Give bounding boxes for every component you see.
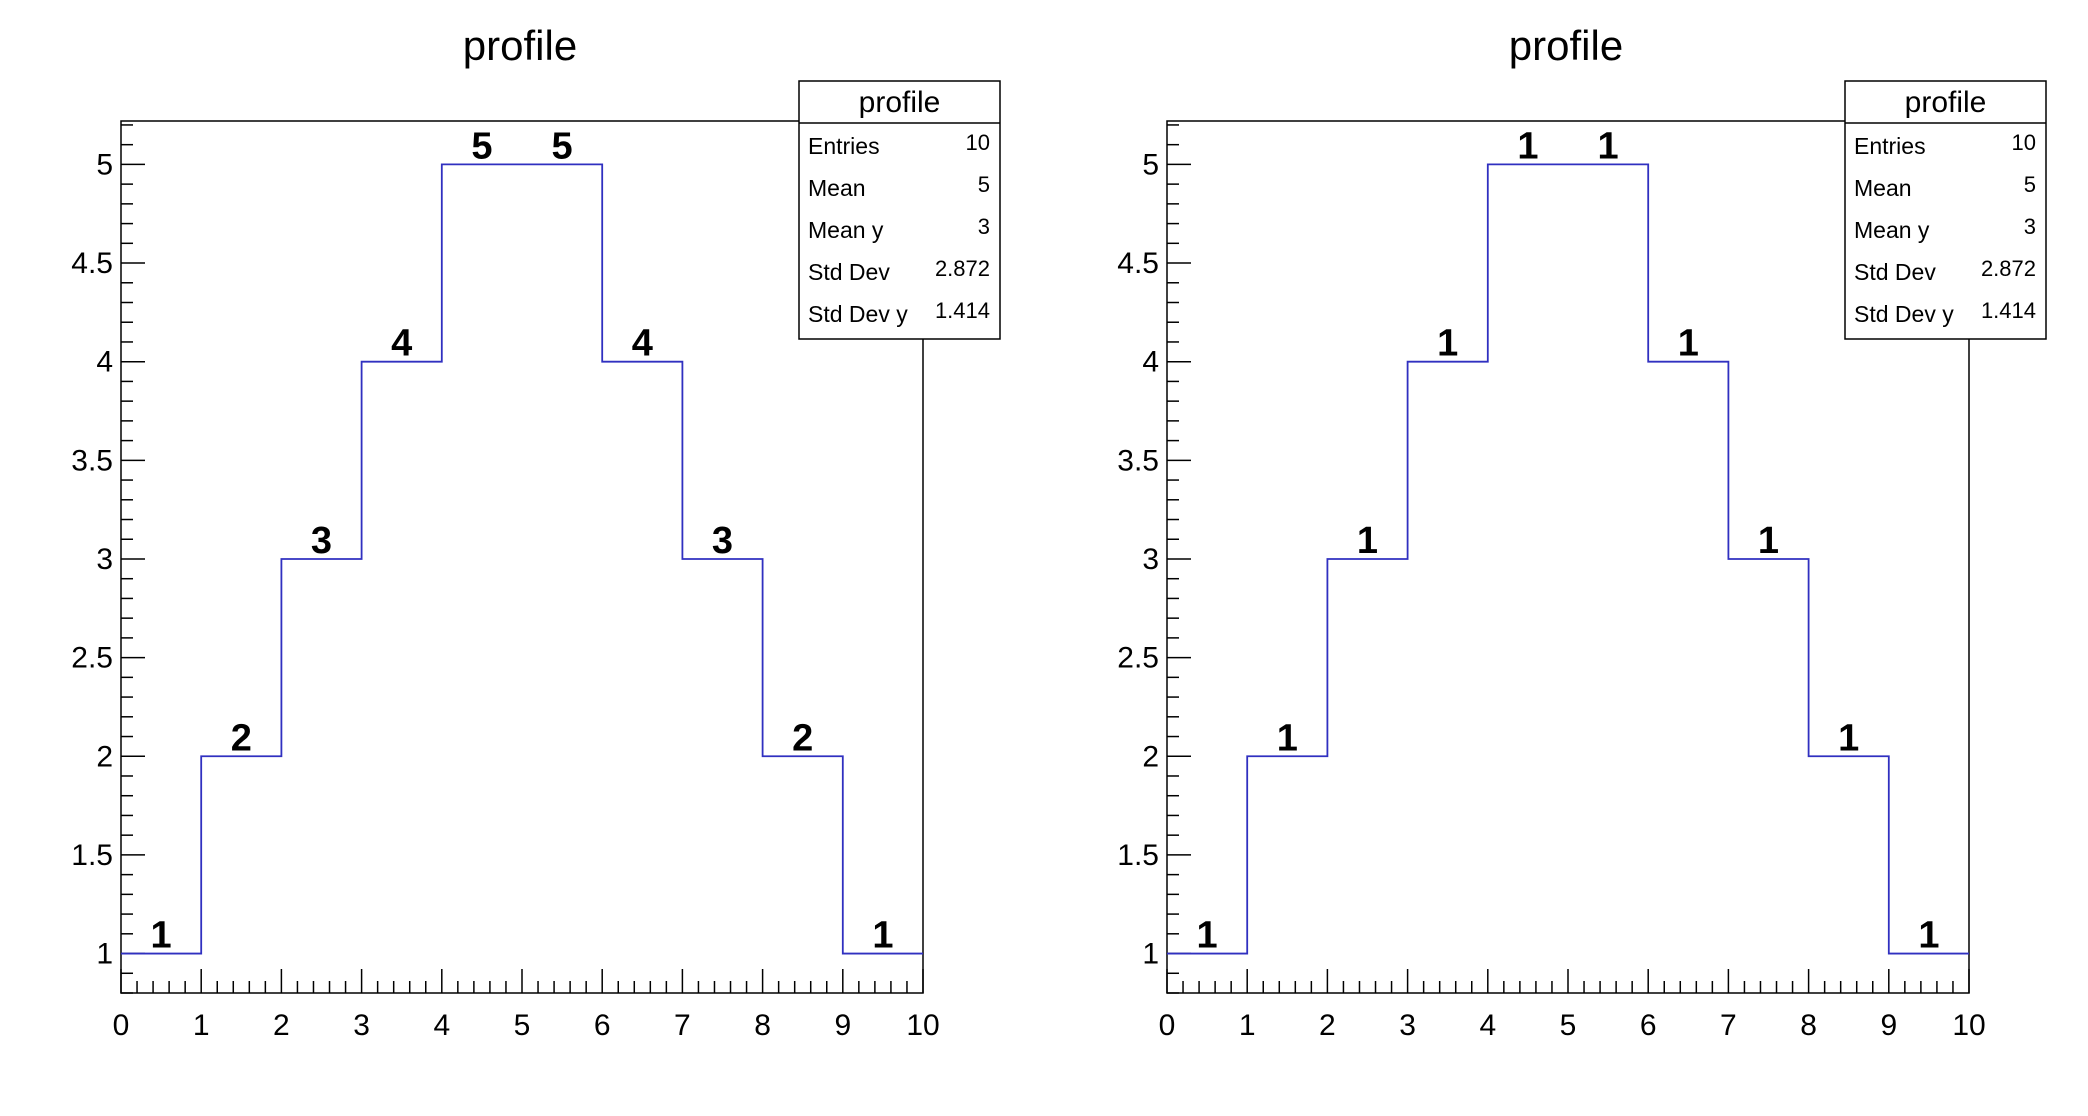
y-tick-label: 5 <box>96 148 113 181</box>
y-tick-label: 2.5 <box>71 642 113 675</box>
stats-row-value: 2.872 <box>1981 256 2036 281</box>
x-tick-label: 8 <box>1800 1009 1817 1042</box>
chart-title: profile <box>1509 22 1623 69</box>
stats-row-value: 2.872 <box>935 256 990 281</box>
bin-content-label: 1 <box>151 915 172 957</box>
x-tick-label: 4 <box>433 1009 450 1042</box>
stats-row-value: 10 <box>966 130 990 155</box>
y-tick-label: 4.5 <box>71 247 113 280</box>
x-tick-label: 9 <box>834 1009 851 1042</box>
stats-row-label: Mean y <box>1854 217 1930 243</box>
right-plot-panel: profile 0 1 2 3 4 5 6 7 8 9 10 1 1.5 2 2.5 3 3.5 4 4.5 5 1 1 1 1… <box>1117 22 2047 1042</box>
bin-content-label: 1 <box>1437 323 1458 365</box>
stats-box: profile Entries 10 Mean 5 Mean y 3 Std Dev 2.872… <box>1844 80 2047 340</box>
bin-content-label: 1 <box>1758 520 1779 562</box>
y-tick-label: 1 <box>1142 938 1159 971</box>
bin-content-label: 1 <box>1277 717 1298 759</box>
bin-content-label: 1 <box>1598 125 1619 167</box>
y-tick-label: 2 <box>96 740 113 773</box>
x-tick-label: 4 <box>1479 1009 1496 1042</box>
x-tick-label: 6 <box>594 1009 611 1042</box>
bin-content-label: 4 <box>391 323 412 365</box>
y-tick-label: 3 <box>96 543 113 576</box>
stats-row-label: Std Dev <box>808 259 890 285</box>
bin-content-label: 1 <box>1918 915 1939 957</box>
y-tick-label: 1.5 <box>1117 839 1159 872</box>
y-tick-label: 3.5 <box>71 444 113 477</box>
stats-box-frame <box>798 80 1001 340</box>
bin-content-label: 1 <box>1838 717 1859 759</box>
x-tick-label: 2 <box>273 1009 290 1042</box>
x-tick-label: 3 <box>353 1009 370 1042</box>
x-tick-label: 0 <box>113 1009 130 1042</box>
stats-box-frame <box>1844 80 2047 340</box>
x-tick-label: 3 <box>1399 1009 1416 1042</box>
bin-content-label: 5 <box>552 125 573 167</box>
y-tick-label: 4 <box>1142 346 1159 379</box>
stats-row-label: Entries <box>808 133 880 159</box>
bin-content-label: 4 <box>632 323 653 365</box>
bin-content-label: 5 <box>471 125 492 167</box>
x-tick-label: 2 <box>1319 1009 1336 1042</box>
y-tick-label: 2.5 <box>1117 642 1159 675</box>
x-tick-label: 9 <box>1880 1009 1897 1042</box>
stats-box: profile Entries 10 Mean 5 Mean y 3 Std Dev 2.872… <box>798 80 1001 340</box>
bin-content-label: 1 <box>1517 125 1538 167</box>
stats-row-value: 3 <box>2024 214 2036 239</box>
x-tick-label: 10 <box>1952 1009 1985 1042</box>
x-tick-label: 5 <box>1560 1009 1577 1042</box>
stats-row-label: Std Dev y <box>808 301 908 327</box>
y-tick-label: 3 <box>1142 543 1159 576</box>
x-tick-label: 7 <box>674 1009 691 1042</box>
bin-content-label: 3 <box>712 520 733 562</box>
histogram-step-line <box>121 163 923 955</box>
x-tick-label: 6 <box>1640 1009 1657 1042</box>
stats-row-label: Mean <box>1854 175 1912 201</box>
stats-row-label: Entries <box>1854 133 1926 159</box>
x-tick-label: 10 <box>906 1009 939 1042</box>
stats-row-label: Mean y <box>808 217 884 243</box>
x-tick-label: 1 <box>1239 1009 1256 1042</box>
x-tick-label: 8 <box>754 1009 771 1042</box>
bin-content-label: 3 <box>311 520 332 562</box>
bin-content-label: 1 <box>872 915 893 957</box>
stats-row-value: 5 <box>2024 172 2036 197</box>
stats-row-value: 10 <box>2012 130 2036 155</box>
y-tick-label: 5 <box>1142 148 1159 181</box>
y-tick-label: 1.5 <box>71 839 113 872</box>
bin-content-label: 2 <box>792 717 813 759</box>
stats-row-label: Mean <box>808 175 866 201</box>
bin-content-label: 2 <box>231 717 252 759</box>
y-tick-label: 2 <box>1142 740 1159 773</box>
stats-box-title: profile <box>1905 86 1987 119</box>
stats-row-value: 5 <box>978 172 990 197</box>
stats-row-value: 3 <box>978 214 990 239</box>
x-tick-label: 0 <box>1159 1009 1176 1042</box>
y-tick-label: 1 <box>96 938 113 971</box>
x-tick-label: 7 <box>1720 1009 1737 1042</box>
y-tick-label: 4 <box>96 346 113 379</box>
left-plot-panel: profile 0 1 2 3 4 5 6 7 8 9 10 1 1.5 2 2.5 3 3.5 4 4.5 5 1 2 3 4… <box>71 22 1001 1042</box>
x-tick-label: 1 <box>193 1009 210 1042</box>
bin-content-label: 1 <box>1197 915 1218 957</box>
bin-content-label: 1 <box>1357 520 1378 562</box>
stats-row-value: 1.414 <box>1981 298 2036 323</box>
stats-row-label: Std Dev y <box>1854 301 1954 327</box>
x-tick-label: 5 <box>514 1009 531 1042</box>
y-tick-label: 3.5 <box>1117 444 1159 477</box>
stats-row-value: 1.414 <box>935 298 990 323</box>
histogram-step-line <box>1167 163 1969 955</box>
bin-content-label: 1 <box>1678 323 1699 365</box>
y-tick-label: 4.5 <box>1117 247 1159 280</box>
stats-row-label: Std Dev <box>1854 259 1936 285</box>
chart-title: profile <box>463 22 577 69</box>
stats-box-title: profile <box>859 86 941 119</box>
